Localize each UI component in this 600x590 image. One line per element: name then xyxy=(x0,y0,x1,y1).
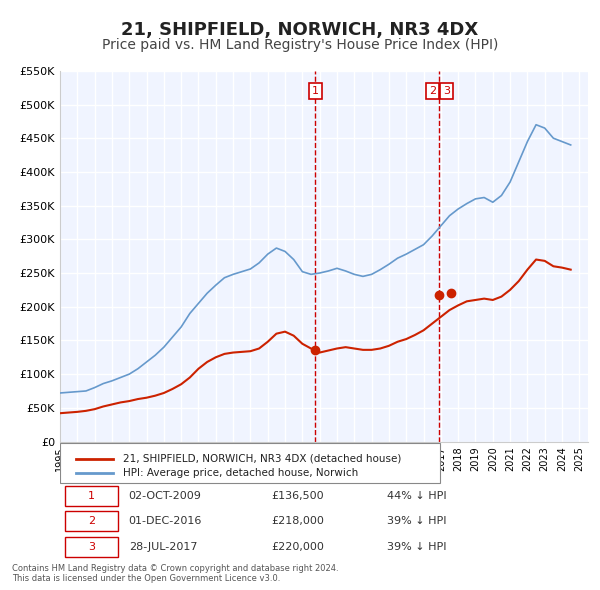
Text: Contains HM Land Registry data © Crown copyright and database right 2024.
This d: Contains HM Land Registry data © Crown c… xyxy=(12,563,338,583)
Text: 3: 3 xyxy=(88,542,95,552)
FancyBboxPatch shape xyxy=(65,486,118,506)
Text: 28-JUL-2017: 28-JUL-2017 xyxy=(128,542,197,552)
Text: 21, SHIPFIELD, NORWICH, NR3 4DX: 21, SHIPFIELD, NORWICH, NR3 4DX xyxy=(121,21,479,39)
Text: 02-OCT-2009: 02-OCT-2009 xyxy=(128,491,202,501)
Text: 39% ↓ HPI: 39% ↓ HPI xyxy=(388,516,447,526)
Text: 3: 3 xyxy=(443,86,450,96)
Text: 21, SHIPFIELD, NORWICH, NR3 4DX (detached house): 21, SHIPFIELD, NORWICH, NR3 4DX (detache… xyxy=(124,454,402,464)
Text: 39% ↓ HPI: 39% ↓ HPI xyxy=(388,542,447,552)
FancyBboxPatch shape xyxy=(60,443,440,483)
Text: 01-DEC-2016: 01-DEC-2016 xyxy=(128,516,202,526)
FancyBboxPatch shape xyxy=(65,537,118,557)
Text: £218,000: £218,000 xyxy=(271,516,324,526)
Text: 2: 2 xyxy=(429,86,436,96)
Text: £220,000: £220,000 xyxy=(271,542,324,552)
Text: HPI: Average price, detached house, Norwich: HPI: Average price, detached house, Norw… xyxy=(124,468,359,478)
Text: 44% ↓ HPI: 44% ↓ HPI xyxy=(388,491,447,501)
Text: 1: 1 xyxy=(88,491,95,501)
Text: 1: 1 xyxy=(312,86,319,96)
FancyBboxPatch shape xyxy=(65,512,118,532)
Text: £136,500: £136,500 xyxy=(271,491,324,501)
Text: 2: 2 xyxy=(88,516,95,526)
Text: Price paid vs. HM Land Registry's House Price Index (HPI): Price paid vs. HM Land Registry's House … xyxy=(102,38,498,53)
